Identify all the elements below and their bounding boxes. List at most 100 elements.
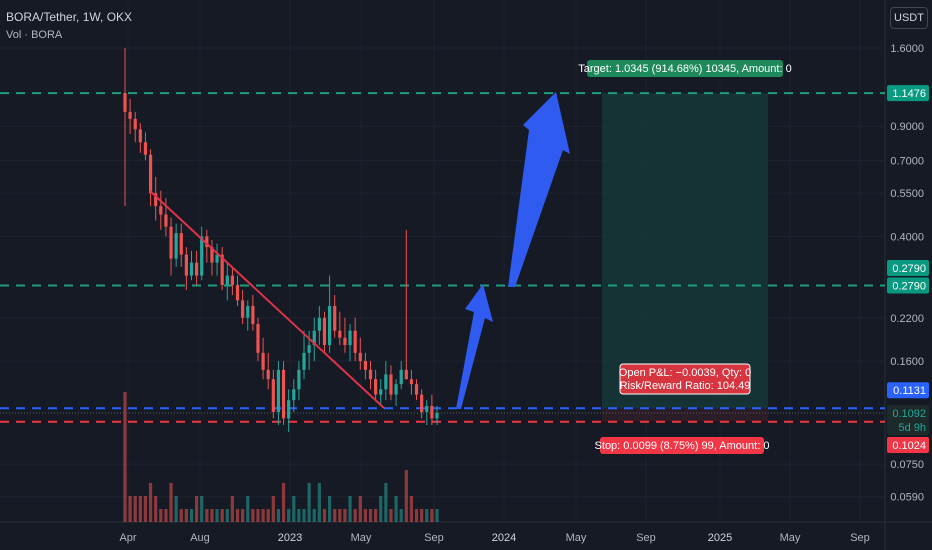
candle-body (123, 92, 127, 112)
price-tag-entry-box (887, 382, 929, 399)
volume-bar (246, 496, 250, 522)
volume-bar (414, 509, 419, 522)
y-tick-label: 0.9000 (890, 121, 924, 133)
volume-bar (230, 496, 235, 522)
candle-body (266, 369, 270, 380)
candle-body (322, 317, 327, 346)
candle-body (363, 361, 367, 370)
candle-body (159, 206, 163, 215)
volume-bar (348, 496, 352, 522)
volume-bar (322, 509, 327, 522)
volume-bar (430, 509, 434, 522)
x-tick-label: 2023 (278, 532, 302, 544)
volume-bar (133, 496, 137, 522)
volume-bar (128, 496, 132, 522)
candle-body (404, 369, 408, 380)
price-tag-last-box (887, 405, 929, 421)
candle-body (389, 374, 393, 395)
x-tick-label: May (351, 532, 372, 544)
candle-body (394, 384, 398, 395)
pnl-annotation: Open P&L: −0.0039, Qty: 0 (619, 367, 751, 379)
volume-bar (261, 509, 265, 522)
candle-body (261, 352, 265, 370)
trendline[interactable] (149, 190, 385, 409)
volume-bar (338, 509, 342, 522)
volume-bar (404, 470, 408, 522)
arrow-1[interactable] (456, 284, 493, 409)
volume-bar (189, 509, 194, 522)
candle-body (241, 300, 245, 318)
x-tick-label: 2025 (708, 532, 732, 544)
candle-body (174, 233, 178, 259)
price-tag-level-box (887, 260, 929, 276)
y-tick-label: 0.2200 (890, 313, 924, 325)
volume-bar (394, 496, 398, 522)
y-tick-label: 0.0590 (890, 492, 924, 504)
arrow-2[interactable] (508, 92, 570, 287)
candle-body (164, 214, 168, 227)
volume-bar (327, 496, 332, 522)
candle-body (307, 345, 311, 353)
volume-bar (363, 509, 367, 522)
volume-bar (241, 509, 245, 522)
candle-body (210, 247, 214, 263)
candle-body (220, 254, 224, 285)
volume-bar (389, 509, 393, 522)
candle-body (179, 233, 183, 255)
volume-bar (307, 483, 311, 522)
candle-body (317, 317, 321, 331)
volume-bar (251, 509, 255, 522)
candle-body (235, 284, 240, 301)
x-tick-label: May (566, 532, 587, 544)
volume-bar (276, 509, 281, 522)
price-tag-target: 1.1476 (892, 88, 926, 100)
volume-bar (281, 483, 286, 522)
candle-body (343, 337, 347, 346)
candle-body (333, 305, 337, 331)
volume-bar (384, 483, 388, 522)
candle-body (374, 379, 378, 395)
volume-bar (399, 509, 403, 522)
volume-bar (358, 496, 362, 522)
volume-bar (287, 509, 291, 522)
price-tag-level: 0.2790 (892, 280, 926, 292)
candle-body (189, 262, 194, 276)
volume-bar (271, 496, 275, 522)
candle-body (215, 254, 219, 263)
candle-body (143, 142, 148, 155)
volume-bar (435, 509, 439, 522)
y-tick-label: 1.6000 (890, 43, 924, 55)
volume-bar (235, 509, 240, 522)
volume-bar (220, 509, 224, 522)
x-tick-label: Aug (190, 532, 210, 544)
price-tag-last: 0.1092 (892, 408, 926, 420)
volume-bar (164, 509, 168, 522)
volume-bar (210, 509, 214, 522)
candle-body (148, 154, 153, 194)
x-tick-label: 2024 (492, 532, 516, 544)
candle-body (225, 275, 229, 285)
candle-body (184, 254, 188, 276)
volume-bar (179, 509, 183, 522)
volume-bar (154, 496, 158, 522)
candle-body (327, 305, 332, 346)
volume-bar (123, 392, 127, 522)
volume-bar (374, 509, 378, 522)
x-tick-label: Sep (850, 532, 870, 544)
price-tag-entry: 0.1131 (893, 385, 926, 397)
volume-bar (184, 509, 188, 522)
candle-body (154, 193, 158, 207)
volume-bar (174, 496, 178, 522)
candle-body (409, 379, 414, 385)
candle-body (276, 369, 281, 413)
candle-body (358, 352, 362, 362)
price-tag-stop-box (887, 437, 929, 453)
candle-body (256, 324, 260, 353)
candle-body (287, 400, 291, 419)
currency-button[interactable]: USDT (890, 7, 928, 29)
volume-bar (353, 509, 357, 522)
volume-bar (302, 509, 306, 522)
volume-bar (409, 496, 414, 522)
